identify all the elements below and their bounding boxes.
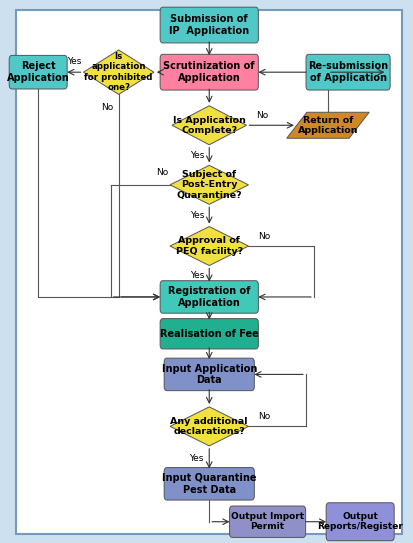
Text: Return of
Application: Return of Application <box>297 116 357 135</box>
Text: Any additional
declarations?: Any additional declarations? <box>170 416 247 436</box>
Text: Yes: Yes <box>190 270 204 280</box>
Polygon shape <box>286 112 368 138</box>
FancyBboxPatch shape <box>164 358 254 390</box>
Text: Is
application
for prohibited
one?: Is application for prohibited one? <box>84 52 152 92</box>
Text: No: No <box>255 111 267 120</box>
Text: Yes: Yes <box>189 454 203 463</box>
FancyBboxPatch shape <box>16 10 401 534</box>
Text: No: No <box>257 412 269 421</box>
FancyBboxPatch shape <box>325 503 393 541</box>
FancyBboxPatch shape <box>160 54 258 90</box>
FancyBboxPatch shape <box>160 7 258 43</box>
FancyBboxPatch shape <box>160 281 258 313</box>
Text: Yes: Yes <box>190 150 204 160</box>
Polygon shape <box>170 407 248 446</box>
Text: Is Application
Complete?: Is Application Complete? <box>172 116 245 135</box>
FancyBboxPatch shape <box>305 54 389 90</box>
Text: Scrutinization of
Application: Scrutinization of Application <box>163 61 254 83</box>
Text: Reject
Application: Reject Application <box>7 61 69 83</box>
Text: Re-submission
of Application: Re-submission of Application <box>307 61 387 83</box>
Text: Approval of
PEQ facility?: Approval of PEQ facility? <box>175 236 242 256</box>
Polygon shape <box>171 106 246 145</box>
Text: Output
Reports/Register: Output Reports/Register <box>316 512 402 532</box>
Text: Registration of
Application: Registration of Application <box>168 286 250 308</box>
Text: Yes: Yes <box>66 57 81 66</box>
FancyBboxPatch shape <box>164 468 254 500</box>
Text: No: No <box>257 232 269 241</box>
Text: Submission of
IP  Application: Submission of IP Application <box>169 14 249 36</box>
Text: Subject of
Post-Entry
Quarantine?: Subject of Post-Entry Quarantine? <box>176 170 242 200</box>
Polygon shape <box>170 166 248 204</box>
FancyBboxPatch shape <box>160 319 258 349</box>
Text: Input Application
Data: Input Application Data <box>161 364 256 385</box>
Text: Realisation of Fee: Realisation of Fee <box>159 329 258 339</box>
FancyBboxPatch shape <box>9 55 67 89</box>
FancyBboxPatch shape <box>229 506 305 538</box>
Text: No: No <box>155 168 168 178</box>
Polygon shape <box>83 50 154 94</box>
Text: Yes: Yes <box>190 211 204 220</box>
Text: Output Import
Permit: Output Import Permit <box>230 512 304 532</box>
Text: No: No <box>101 103 113 112</box>
Polygon shape <box>170 226 248 266</box>
Text: Input Quarantine
Pest Data: Input Quarantine Pest Data <box>161 473 256 495</box>
